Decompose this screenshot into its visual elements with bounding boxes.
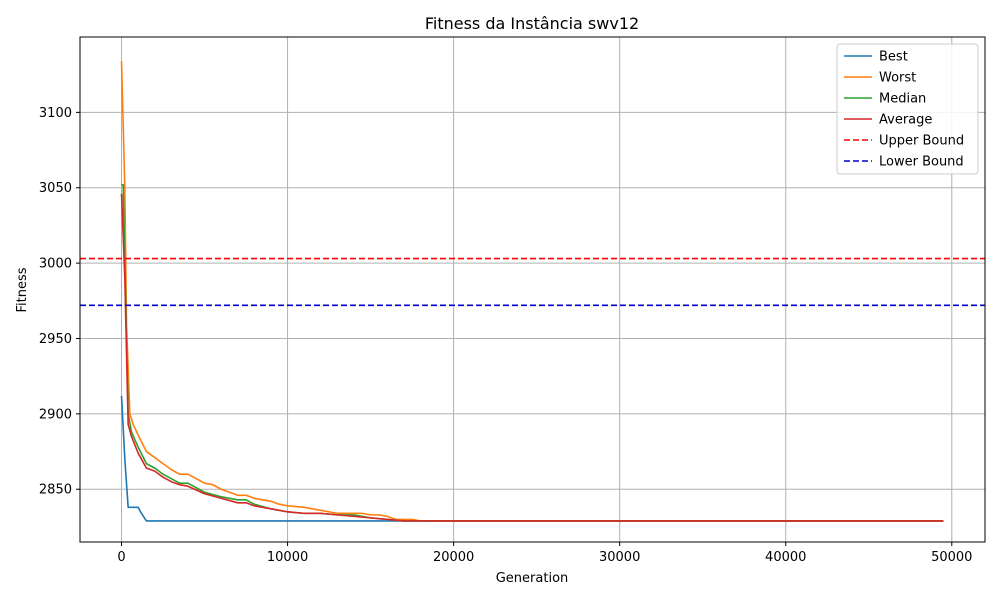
series-line-average: [120, 193, 944, 522]
y-tick-label: 2850: [39, 483, 72, 498]
legend-box: [836, 43, 979, 175]
plot-frame: [79, 36, 986, 543]
series-layer: [80, 61, 985, 522]
x-axis-title: Generation: [496, 571, 569, 586]
chart-title: Fitness da Instância swv12: [425, 14, 639, 33]
legend-label-median: Median: [879, 92, 926, 107]
y-tick-label: 3000: [39, 257, 72, 272]
legend-label-upper-bound: Upper Bound: [879, 134, 964, 149]
y-axis-title: Fitness: [15, 267, 30, 312]
y-tick-label: 3050: [39, 181, 72, 196]
x-tick-label: 20000: [433, 550, 474, 565]
y-tick-label: 2950: [39, 332, 72, 347]
ticks-layer: 0 10000 20000 30000 40000 50000 2850 2900 2950 30…: [39, 106, 973, 565]
x-tick-label: 10000: [267, 550, 308, 565]
x-tick-label: 30000: [599, 550, 640, 565]
legend-label-best: Best: [879, 50, 908, 65]
legend: Best Worst Median Average Upper Bound Lower B…: [836, 43, 979, 175]
y-tick-label: 2900: [39, 407, 72, 422]
x-tick-label: 40000: [765, 550, 806, 565]
x-tick-label: 50000: [931, 550, 972, 565]
grid-layer: [80, 37, 985, 542]
legend-label-lower-bound: Lower Bound: [879, 155, 964, 170]
legend-label-worst: Worst: [879, 71, 916, 86]
x-tick-label: 0: [117, 550, 125, 565]
legend-label-average: Average: [879, 113, 932, 128]
y-tick-label: 3100: [39, 106, 72, 121]
axes-layer: [79, 36, 986, 543]
series-line-worst: [120, 61, 944, 522]
